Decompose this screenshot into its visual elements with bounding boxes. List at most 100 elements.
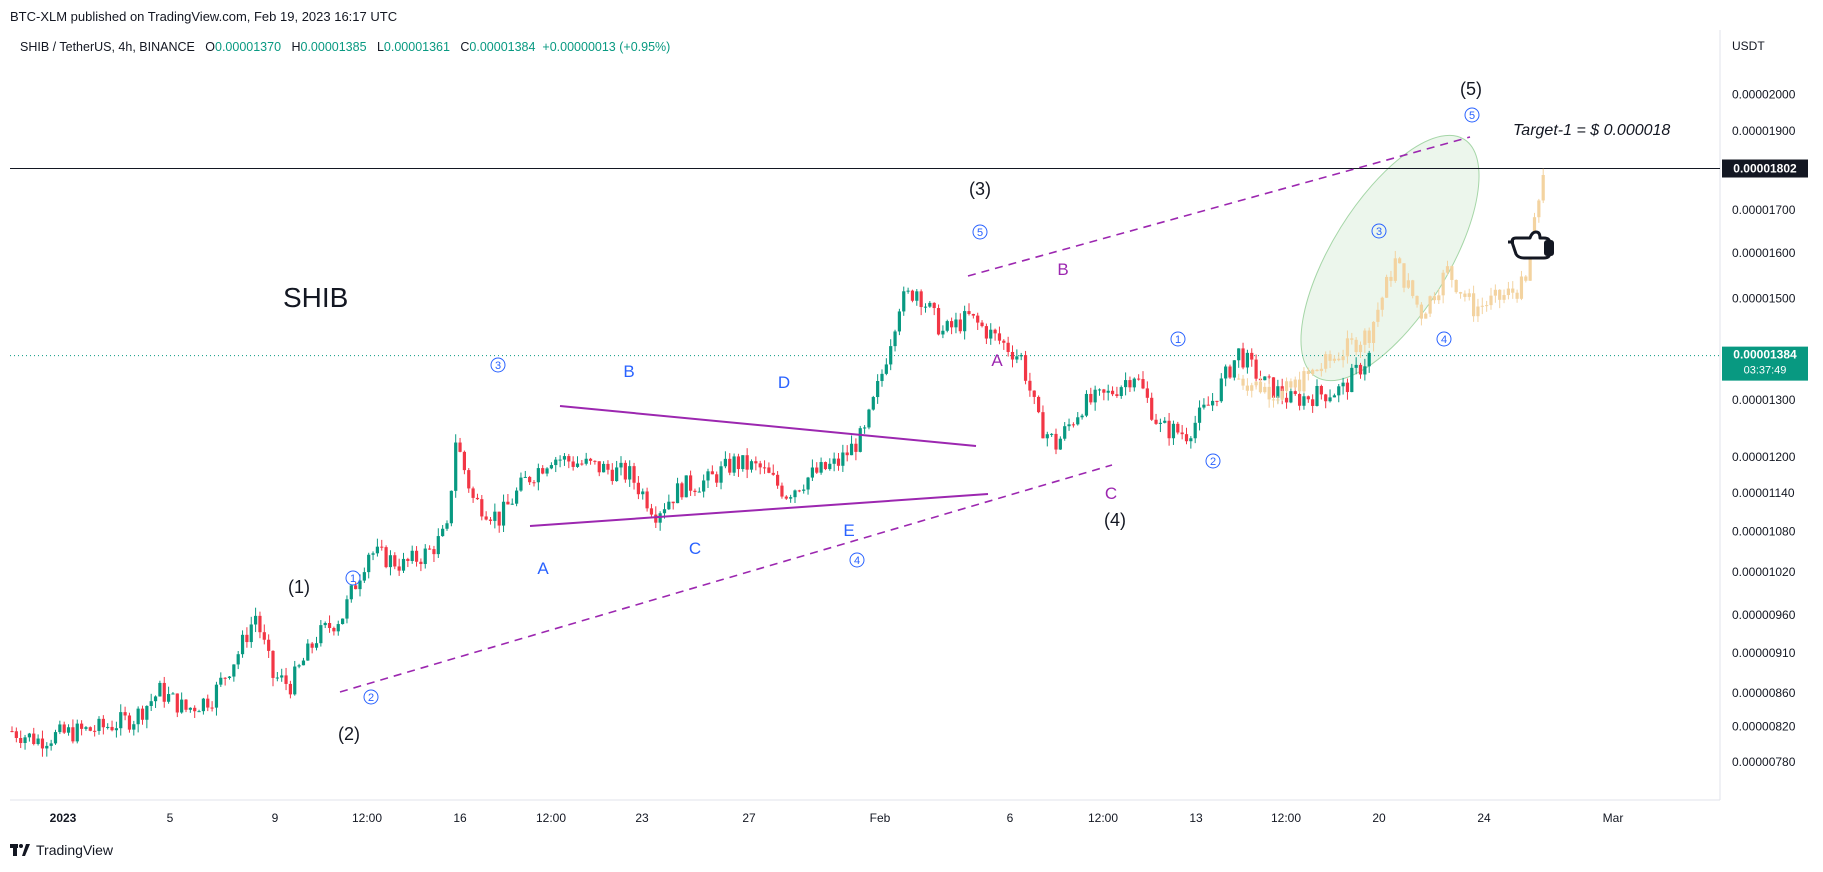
candle-8 <box>45 742 49 757</box>
candle-87 <box>388 550 393 576</box>
projected-candle-35 <box>1389 270 1393 287</box>
candle-215 <box>945 319 949 333</box>
candle-259 <box>1137 374 1141 381</box>
candle-218 <box>958 313 962 334</box>
projected-candle-0 <box>1237 373 1241 380</box>
candle-131 <box>580 459 584 466</box>
candle-105 <box>467 468 471 493</box>
candle-268 <box>1176 421 1180 435</box>
candle-144 <box>636 476 640 500</box>
projected-candle-54 <box>1472 285 1476 322</box>
sub-wave-5-a: 5 <box>972 224 988 240</box>
candle-253 <box>1110 386 1115 397</box>
candle-76 <box>341 618 345 625</box>
candle-64 <box>288 680 292 699</box>
candle-243 <box>1067 418 1071 431</box>
svg-text:1: 1 <box>1175 334 1181 346</box>
symbol-name[interactable]: SHIB / TetherUS, 4h, BINANCE <box>20 40 195 54</box>
triangle-upper-line <box>559 405 977 447</box>
candle-302 <box>1324 393 1328 409</box>
projected-candle-2 <box>1245 378 1249 396</box>
projected-candle-51 <box>1458 291 1463 299</box>
candle-194 <box>854 438 858 461</box>
candle-34 <box>158 680 162 697</box>
candle-306 <box>1341 377 1345 395</box>
candle-70 <box>314 636 319 651</box>
candle-108 <box>480 495 484 521</box>
y-tick-9: 0.00001020 <box>1732 565 1796 579</box>
candle-288 <box>1263 376 1267 381</box>
tradingview-footer[interactable]: TradingView <box>10 842 113 858</box>
y-tick-12: 0.00000860 <box>1732 686 1796 700</box>
projected-candle-38 <box>1402 263 1406 293</box>
candle-177 <box>780 482 784 499</box>
x-tick-3: 12:00 <box>352 811 382 825</box>
candle-280 <box>1228 364 1232 379</box>
close-label: C <box>460 40 470 54</box>
sub-wave-3-b: 3 <box>1371 223 1387 239</box>
projected-candle-50 <box>1454 279 1458 294</box>
candle-220 <box>967 303 971 316</box>
candle-137 <box>606 460 610 475</box>
candle-199 <box>876 374 880 404</box>
candle-16 <box>80 720 84 736</box>
projected-candle-22 <box>1332 354 1336 364</box>
candle-301 <box>1319 384 1323 400</box>
projected-candle-30 <box>1367 327 1371 349</box>
candle-240 <box>1054 428 1058 455</box>
candle-273 <box>1197 400 1202 431</box>
candle-283 <box>1241 342 1245 370</box>
candle-285 <box>1250 348 1254 367</box>
candle-97 <box>432 545 436 563</box>
projected-candle-39 <box>1406 273 1410 289</box>
projected-candle-11 <box>1284 377 1289 393</box>
candle-29 <box>136 706 140 733</box>
candle-91 <box>406 557 410 568</box>
candle-244 <box>1071 422 1075 428</box>
candle-293 <box>1284 390 1289 409</box>
candle-267 <box>1171 420 1176 445</box>
target-annotation: Target-1 = $ 0.000018 <box>1513 122 1670 139</box>
candle-139 <box>615 460 619 482</box>
projected-candle-43 <box>1424 312 1428 319</box>
candle-19 <box>93 725 97 737</box>
upper-channel-line <box>967 136 1471 277</box>
candle-159 <box>702 474 706 498</box>
candle-290 <box>1271 377 1276 400</box>
candle-305 <box>1337 383 1341 403</box>
candle-124 <box>549 462 553 470</box>
candle-147 <box>649 503 654 517</box>
candle-209 <box>919 289 923 316</box>
candle-81 <box>362 567 366 583</box>
candle-171 <box>754 456 758 471</box>
candle-234 <box>1028 372 1032 397</box>
svg-text:3: 3 <box>1376 226 1382 238</box>
candle-15 <box>75 719 79 744</box>
candle-33 <box>153 695 158 708</box>
candle-264 <box>1158 418 1162 433</box>
candle-156 <box>689 470 693 496</box>
sub-wave-3-a: 3 <box>490 357 506 373</box>
sub-wave-4-b: 4 <box>1436 331 1452 347</box>
y-tick-4: 0.00001500 <box>1732 292 1796 306</box>
candle-26 <box>123 706 127 721</box>
candle-95 <box>423 544 427 569</box>
symbol-bar: SHIB / TetherUS, 4h, BINANCE O0.00001370… <box>20 40 670 54</box>
candle-63 <box>284 667 288 691</box>
candle-23 <box>110 720 114 732</box>
y-tick-8: 0.00001080 <box>1732 524 1796 538</box>
candle-272 <box>1193 415 1197 444</box>
high-label: H <box>291 40 301 54</box>
projected-candle-44 <box>1428 295 1432 318</box>
candle-210 <box>923 303 928 313</box>
candle-224 <box>984 323 988 345</box>
projection-ellipse <box>1300 134 1480 382</box>
candle-248 <box>1089 387 1093 405</box>
candle-5 <box>32 727 36 746</box>
candle-298 <box>1306 395 1310 403</box>
candle-168 <box>741 455 745 472</box>
open-label: O <box>205 40 215 54</box>
y-tick-11: 0.00000910 <box>1732 646 1796 660</box>
candle-216 <box>950 317 954 335</box>
